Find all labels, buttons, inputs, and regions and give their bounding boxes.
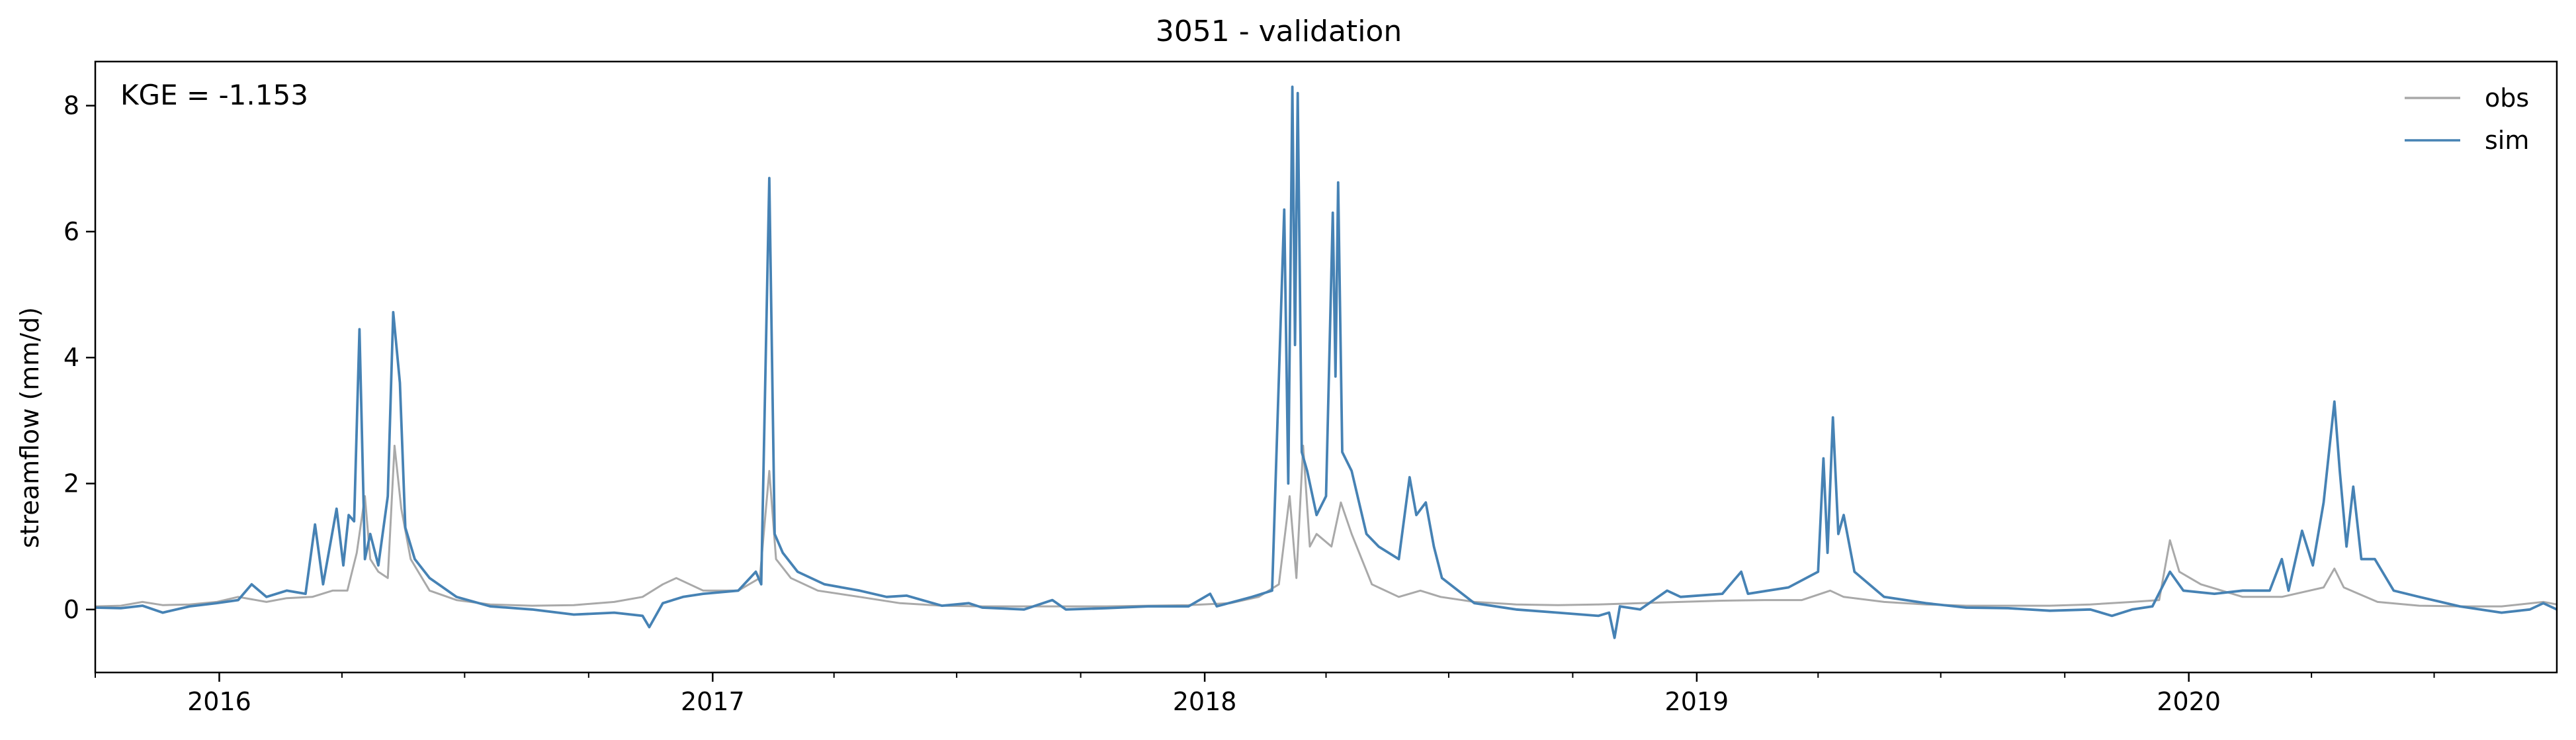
y-tick-label: 2 xyxy=(64,469,79,498)
x-tick-label: 2017 xyxy=(681,687,745,716)
x-tick-label: 2019 xyxy=(1665,687,1729,716)
y-tick-label: 4 xyxy=(64,343,79,372)
y-tick-label: 6 xyxy=(64,217,79,246)
plot-area xyxy=(95,85,2557,639)
axes-frame xyxy=(94,60,2558,674)
kge-annotation: KGE = -1.153 xyxy=(120,79,308,111)
x-tick-label: 2018 xyxy=(1173,687,1237,716)
legend-obs-label: obs xyxy=(2485,83,2529,113)
legend-sim-label: sim xyxy=(2485,126,2529,155)
chart-title: 3051 - validation xyxy=(1156,15,1402,48)
y-tick-label: 0 xyxy=(64,595,79,624)
x-axis: 2016 2017 2018 2019 2020 xyxy=(95,672,2435,716)
y-axis-label: streamflow (mm/d) xyxy=(15,307,44,548)
y-tick-label: 8 xyxy=(64,91,79,120)
series-layer xyxy=(95,85,2557,639)
legend: obs sim xyxy=(2405,83,2529,155)
x-tick-label: 2020 xyxy=(2157,687,2221,716)
y-axis: 0 2 4 6 8 xyxy=(64,91,95,624)
series-line-sim xyxy=(95,85,2557,639)
x-tick-label: 2016 xyxy=(187,687,251,716)
